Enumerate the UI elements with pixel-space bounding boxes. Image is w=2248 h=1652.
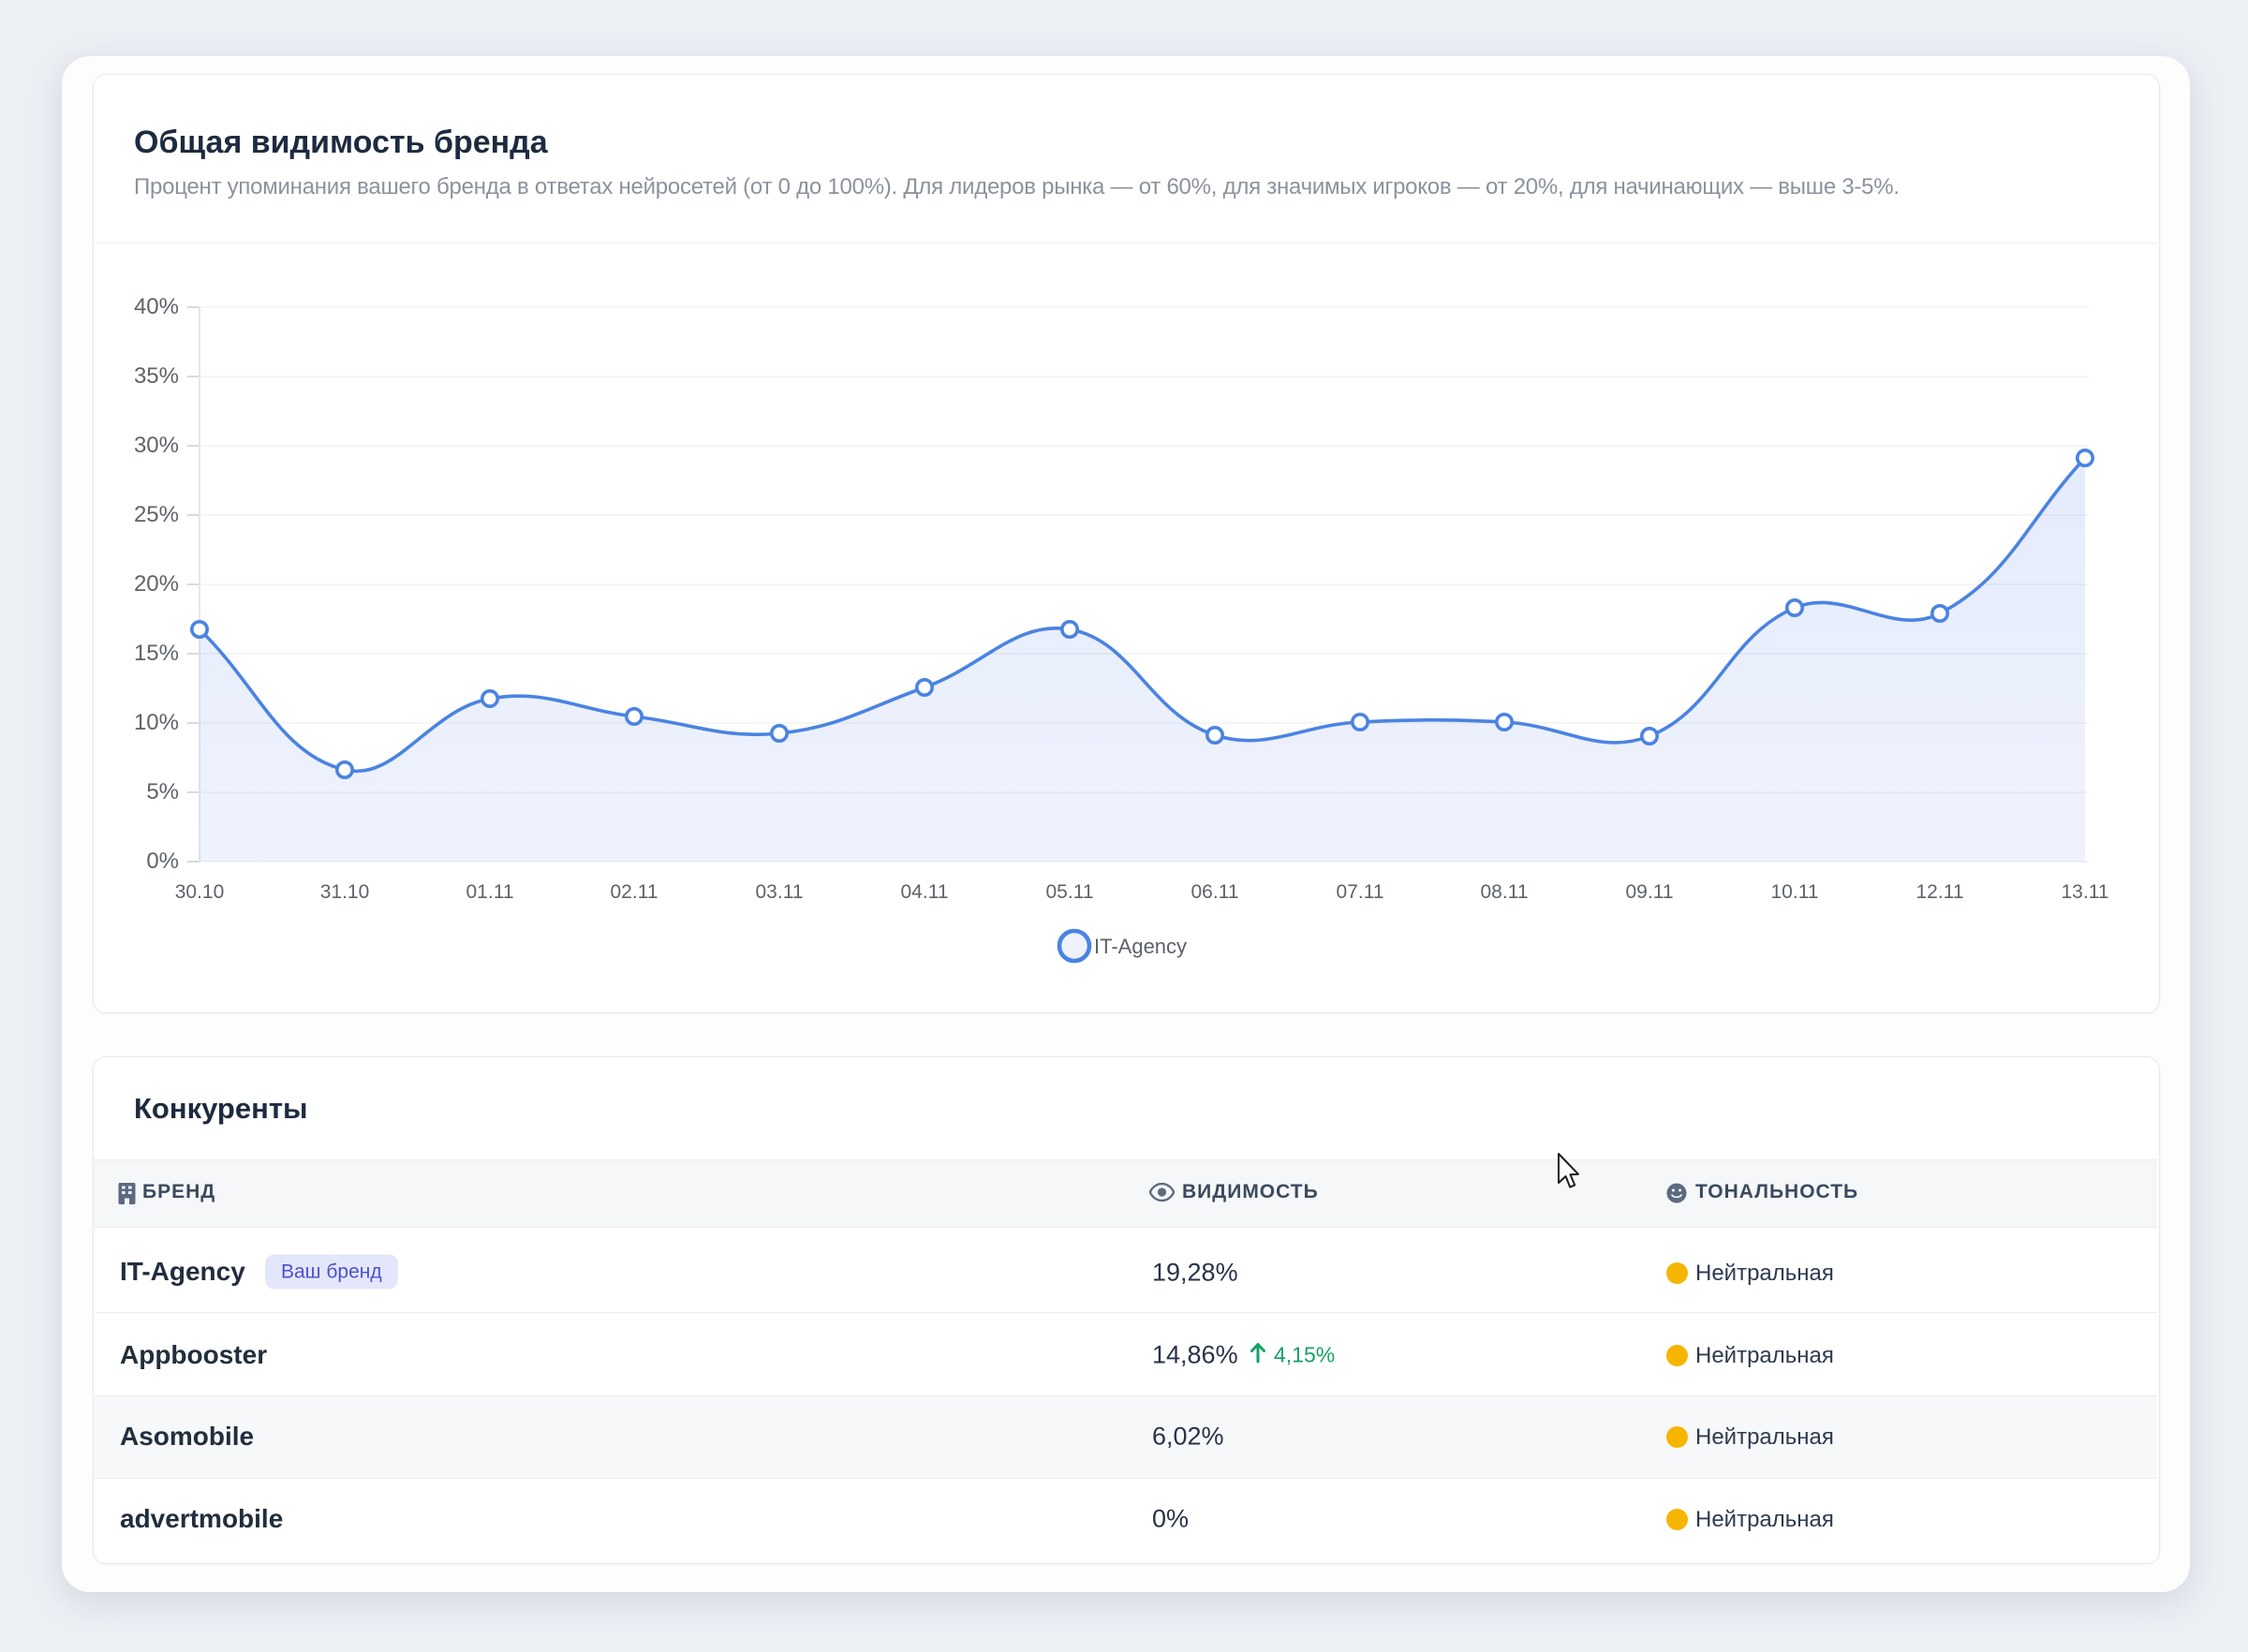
svg-text:25%: 25% [134, 502, 179, 527]
svg-text:0%: 0% [146, 848, 179, 874]
svg-text:15%: 15% [134, 641, 179, 666]
svg-text:10%: 10% [134, 710, 179, 735]
svg-text:04.11: 04.11 [901, 881, 949, 903]
svg-text:40%: 40% [134, 294, 179, 319]
svg-text:35%: 35% [134, 363, 179, 389]
svg-text:06.11: 06.11 [1191, 881, 1239, 903]
svg-text:08.11: 08.11 [1481, 881, 1529, 903]
svg-text:05.11: 05.11 [1046, 881, 1094, 903]
svg-text:5%: 5% [146, 779, 179, 804]
svg-text:IT-Agency: IT-Agency [1094, 935, 1187, 958]
svg-text:30.10: 30.10 [175, 881, 225, 903]
svg-text:30%: 30% [134, 433, 179, 458]
svg-text:12.11: 12.11 [1916, 881, 1964, 903]
svg-text:31.10: 31.10 [320, 881, 370, 903]
svg-text:13.11: 13.11 [2062, 881, 2109, 903]
svg-text:20%: 20% [134, 571, 179, 597]
svg-text:07.11: 07.11 [1337, 881, 1384, 903]
svg-text:01.11: 01.11 [466, 881, 514, 903]
svg-text:03.11: 03.11 [756, 881, 804, 903]
svg-text:09.11: 09.11 [1626, 881, 1674, 903]
svg-text:10.11: 10.11 [1771, 881, 1819, 903]
svg-text:02.11: 02.11 [611, 881, 658, 903]
